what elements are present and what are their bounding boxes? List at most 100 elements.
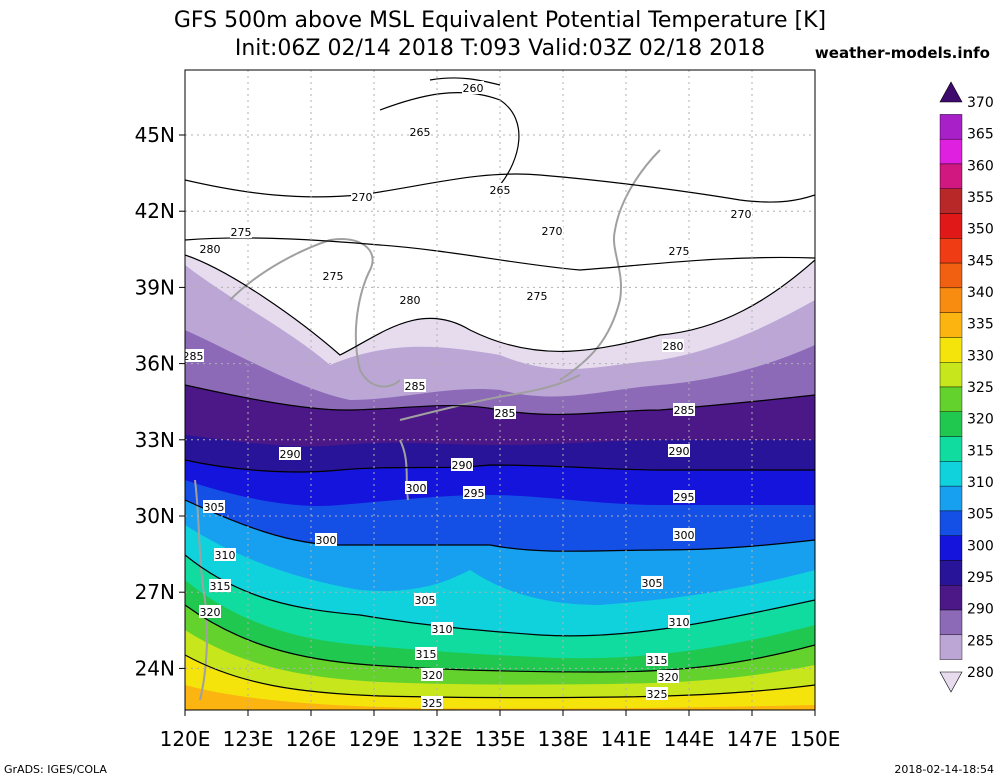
svg-text:290: 290 — [280, 448, 301, 461]
lat-tick-label: 45N — [135, 123, 175, 147]
svg-text:320: 320 — [658, 671, 679, 684]
lon-tick-label: 120E — [160, 727, 211, 751]
colorbar-swatch — [939, 188, 963, 214]
contour-270 — [185, 173, 815, 203]
colorbar-swatch — [939, 213, 963, 239]
contour-label: 285 — [673, 403, 695, 417]
latitude-axis: 45N 42N 39N 36N 33N 30N 27N 24N — [135, 123, 185, 680]
lat-tick-label: 33N — [135, 428, 175, 452]
contour-label: 325 — [646, 687, 668, 701]
contour-label: 315 — [415, 647, 437, 661]
svg-text:280: 280 — [200, 243, 221, 256]
svg-text:285: 285 — [674, 404, 695, 417]
svg-text:290: 290 — [452, 459, 473, 472]
svg-text:260: 260 — [463, 82, 484, 95]
contour-label: 320 — [421, 668, 443, 682]
contour-label: 285 — [494, 406, 516, 420]
colorbar-swatch — [939, 386, 963, 412]
contour-label: 305 — [414, 593, 436, 607]
colorbar-label: 365 — [967, 127, 994, 143]
contour-label: 290 — [451, 458, 473, 472]
svg-text:315: 315 — [210, 580, 231, 593]
colorbar-swatch — [939, 114, 963, 140]
contour-315 — [185, 654, 815, 699]
contour-label: 270 — [351, 190, 373, 204]
lon-tick-label: 150E — [790, 727, 841, 751]
contour-275 — [185, 237, 815, 271]
colorbar-label: 285 — [967, 633, 994, 649]
svg-text:310: 310 — [669, 616, 690, 629]
contour-label: 290 — [279, 447, 301, 461]
svg-text:275: 275 — [669, 245, 690, 258]
contour-label: 315 — [209, 579, 231, 593]
colorbar-label: 370 — [967, 95, 994, 111]
contour-label: 305 — [203, 500, 225, 514]
contour-label: 285 — [183, 349, 204, 363]
lon-tick-label: 141E — [601, 727, 652, 751]
lat-lon-grid — [185, 70, 815, 710]
svg-text:325: 325 — [647, 688, 668, 701]
contour-label: 315 — [646, 653, 668, 667]
svg-text:305: 305 — [415, 594, 436, 607]
lon-tick-label: 144E — [664, 727, 715, 751]
svg-text:300: 300 — [316, 534, 337, 547]
svg-text:300: 300 — [406, 482, 427, 495]
contour-label: 310 — [668, 615, 690, 629]
colorbar-swatch — [939, 287, 963, 313]
contour-label: 310 — [431, 622, 453, 636]
colorbar-label: 305 — [967, 507, 994, 523]
contour-label: 275 — [526, 289, 548, 303]
lon-tick-label: 123E — [223, 727, 274, 751]
colorbar-swatch — [939, 585, 963, 611]
contour-label: 280 — [199, 242, 221, 256]
svg-text:280: 280 — [400, 294, 421, 307]
colorbar: 370 365 360 355 350 345 340 335 330 325 320 315 310 3… — [939, 81, 994, 693]
lon-tick-label: 126E — [286, 727, 337, 751]
colorbar-label: 295 — [967, 570, 994, 586]
colorbar-swatch — [939, 138, 963, 165]
colorbar-swatch — [939, 609, 963, 636]
colorbar-swatch — [939, 634, 963, 660]
colorbar-label: 340 — [967, 285, 994, 301]
contour-label: 275 — [668, 244, 690, 258]
svg-text:310: 310 — [432, 623, 453, 636]
south-japan-coast — [399, 374, 581, 421]
contour-label: 270 — [541, 224, 563, 238]
lon-tick-label: 138E — [538, 727, 589, 751]
contour-label: 275 — [230, 225, 252, 239]
credit-text: weather-models.info — [814, 44, 990, 62]
colorbar-swatch — [939, 461, 963, 487]
colorbar-bottom-arrow — [939, 671, 963, 693]
svg-text:275: 275 — [231, 226, 252, 239]
footer-timestamp: 2018-02-14-18:54 — [894, 763, 994, 776]
svg-text:265: 265 — [490, 184, 511, 197]
map-area: 260 265 265 270 270 270 275 275 275 275 280 280 280 2… — [183, 70, 815, 710]
colorbar-label: 300 — [967, 538, 994, 554]
contour-label: 270 — [730, 207, 752, 221]
svg-text:270: 270 — [542, 225, 563, 238]
svg-text:305: 305 — [642, 577, 663, 590]
contour-label: 320 — [199, 605, 221, 619]
longitude-axis: 120E 123E 126E 129E 132E 135E 138E 141E 144E 147E… — [160, 710, 841, 751]
svg-text:320: 320 — [200, 606, 221, 619]
contour-label: 290 — [668, 444, 690, 458]
svg-text:295: 295 — [464, 487, 485, 500]
lon-tick-label: 132E — [412, 727, 463, 751]
colorbar-label: 330 — [967, 348, 994, 364]
colorbar-label: 360 — [967, 158, 994, 174]
colorbar-swatch — [939, 362, 963, 388]
contour-label: 300 — [405, 481, 427, 495]
colorbar-swatch — [939, 510, 963, 536]
colorbar-label: 335 — [967, 317, 994, 333]
svg-text:295: 295 — [674, 491, 695, 504]
contour-label: 280 — [662, 339, 684, 353]
footer-software: GrADS: IGES/COLA — [4, 763, 107, 776]
contour-label: 325 — [421, 696, 443, 710]
band-315 — [185, 655, 815, 710]
korea-coast — [229, 238, 401, 388]
colorbar-swatch — [939, 560, 963, 586]
svg-text:285: 285 — [183, 350, 204, 363]
contour-label: 275 — [322, 269, 344, 283]
svg-text:270: 270 — [731, 208, 752, 221]
contour-label: 305 — [641, 576, 663, 590]
